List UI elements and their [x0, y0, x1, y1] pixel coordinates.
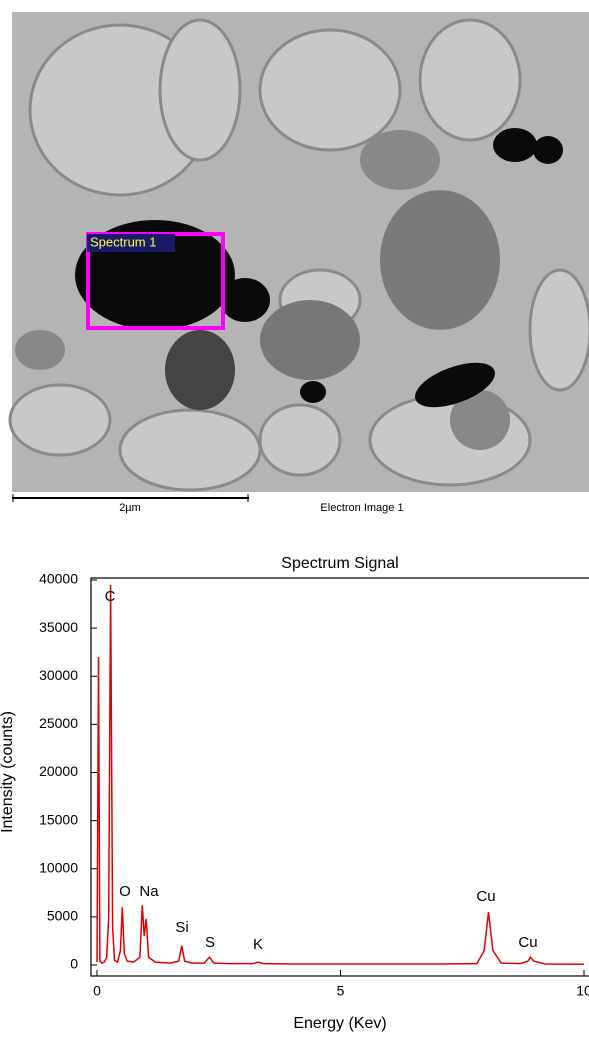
y-tick-label: 25000 [39, 715, 78, 731]
y-tick-label: 5000 [47, 908, 78, 924]
y-tick-label: 20000 [39, 763, 78, 779]
page: Spectrum 1 2µm Electron Image 1 Spectrum… [0, 0, 589, 1039]
y-tick-label: 40000 [39, 571, 78, 587]
peak-label: Si [175, 919, 188, 936]
spectrum-line [97, 585, 584, 964]
scale-label: 2µm [119, 502, 141, 514]
peak-label: C [105, 588, 116, 605]
y-tick-label: 15000 [39, 811, 78, 827]
peak-label: Cu [476, 888, 495, 905]
image-caption: Electron Image 1 [320, 502, 403, 514]
x-axis-label: Energy (Kev) [293, 1015, 386, 1032]
x-tick-label: 0 [93, 983, 101, 999]
y-axis-label: Intensity (counts) [0, 711, 16, 833]
plot-frame [91, 578, 589, 976]
peak-label: O [119, 883, 131, 900]
peak-label: S [205, 934, 215, 951]
chart-title: Spectrum Signal [281, 555, 398, 572]
y-tick-label: 0 [70, 956, 78, 972]
y-tick-label: 30000 [39, 667, 78, 683]
x-tick-label: 5 [337, 983, 345, 999]
peak-label: Na [139, 883, 159, 900]
peak-label: K [253, 936, 263, 953]
peak-label: Cu [518, 934, 537, 951]
x-tick-label: 10 [576, 983, 589, 999]
y-tick-label: 35000 [39, 619, 78, 635]
y-tick-label: 10000 [39, 859, 78, 875]
region-label: Spectrum 1 [90, 234, 156, 249]
